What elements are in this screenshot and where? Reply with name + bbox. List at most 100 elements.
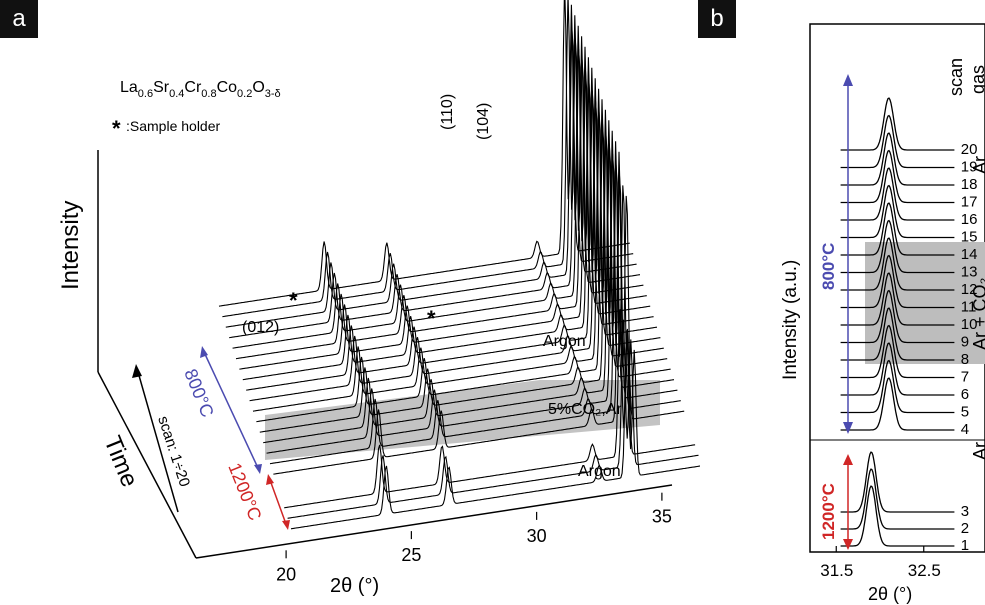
x-tick-label: 30 [527, 526, 547, 546]
co2-band [265, 380, 660, 460]
scan-number: 3 [961, 503, 969, 520]
diffraction-trace [256, 99, 668, 423]
panel-b-label: b [710, 5, 724, 32]
zoom-trace [840, 272, 955, 326]
x-tick-label: 25 [401, 545, 421, 565]
arrow-1200c-head-top [266, 474, 274, 485]
zoom-trace [840, 359, 955, 414]
zoom-trace [840, 149, 955, 204]
zoom-two-theta-label: 2θ (°) [868, 584, 912, 604]
compound-formula: La0.6Sr0.4Cr0.8Co0.2O3-δ [120, 79, 281, 100]
zoom-arrow-1200c-bottom [843, 539, 853, 550]
zoom-arrow-1200c-top [843, 454, 853, 465]
diffraction-trace [249, 78, 661, 402]
zoom-temp-800: 800°C [819, 243, 838, 290]
diffraction-trace [269, 141, 681, 465]
peak-label-110: (110) [439, 94, 456, 130]
xrd-waterfall-chart: 20 25 30 35 La0.6Sr0.4Cr0.8Co0.2O3-δ * :Sam… [57, 0, 700, 597]
scan-number: 1 [961, 537, 969, 554]
scan-number: 7 [961, 369, 969, 386]
scan-number: 9 [961, 334, 969, 351]
zoom-trace [840, 289, 955, 344]
zoom-trace [840, 307, 955, 361]
peak-label-104: (104) [475, 103, 492, 140]
diffraction-trace [263, 120, 675, 444]
panel-b-badge: b [698, 0, 736, 38]
peak-label-012: (012) [242, 319, 279, 336]
zoom-trace [840, 114, 955, 169]
scan-number: 14 [961, 246, 978, 263]
zoom-trace [840, 324, 955, 379]
scan-number: 6 [961, 386, 969, 403]
co2-band-label: 5%CO₂,Ar [548, 401, 622, 418]
argon-bottom-label: Argon [578, 463, 621, 480]
panel-a-label: a [12, 5, 26, 32]
x-tick-group: 20 25 30 35 [276, 492, 672, 584]
plot-frame [809, 23, 985, 553]
time-axis [97, 371, 197, 559]
diffraction-trace [225, 4, 637, 328]
zoom-trace [840, 184, 955, 239]
scan-number: 4 [961, 421, 969, 438]
zoom-x-tick-label: 31.5 [820, 561, 853, 580]
temp-800-label: 800°C [180, 366, 217, 420]
x-tick-label: 20 [276, 564, 296, 584]
scan-number: 13 [961, 264, 978, 281]
zoom-temp-1200: 1200°C [819, 483, 838, 540]
diffraction-trace [235, 36, 647, 360]
zoom-x-tick-label: 32.5 [908, 561, 941, 580]
peak-label-holder-2: * [427, 306, 436, 331]
zoom-trace [840, 167, 955, 221]
diffraction-trace [252, 88, 664, 412]
time-arrow [137, 371, 179, 513]
diffraction-trace [273, 151, 685, 475]
zoom-trace [840, 219, 955, 274]
diffraction-trace [232, 25, 644, 349]
arrow-800c [203, 351, 259, 469]
arrow-1200c-head-bottom [282, 520, 290, 530]
two-theta-label: 2θ (°) [330, 575, 379, 597]
legend-sample-holder: :Sample holder [126, 118, 221, 134]
zoom-trace [840, 451, 955, 513]
scan-number: 19 [961, 159, 978, 176]
intensity-label: Intensity [57, 201, 84, 290]
zoom-trace [840, 132, 955, 186]
diffraction-trace [287, 319, 699, 519]
zoom-trace [840, 485, 955, 547]
time-label: Time [98, 432, 143, 491]
zoom-intensity-label: Intensity (a.u.) [780, 260, 801, 380]
x-tick-label: 35 [652, 507, 672, 527]
zoom-arrow-800c-top [843, 74, 853, 86]
scan-column-header: scan [946, 58, 966, 96]
zoom-trace [840, 237, 955, 291]
scan-number: 10 [961, 316, 978, 333]
peak-label-holder-1: * [289, 288, 298, 313]
arrow-1200c [269, 479, 287, 525]
diffraction-trace [239, 46, 651, 370]
gas-label-ar-top: Ar [970, 156, 985, 174]
diffraction-trace [246, 67, 658, 391]
scan-number: 18 [961, 176, 978, 193]
diffraction-trace [290, 330, 700, 530]
two-theta-axis [195, 484, 673, 559]
diffraction-trace [284, 309, 696, 509]
scan-number: 5 [961, 404, 969, 421]
zoom-trace [840, 342, 955, 396]
diffraction-trace [218, 0, 630, 307]
scan-number: 20 [961, 141, 978, 158]
diffraction-traces [218, 0, 700, 530]
arrow-800c-head-top [200, 346, 208, 358]
scan-number: 8 [961, 351, 969, 368]
time-arrowhead [132, 364, 142, 378]
scan-number: 11 [961, 299, 977, 316]
legend-star: * [112, 116, 121, 141]
scan-number: 17 [961, 194, 978, 211]
zoom-trace [840, 254, 955, 309]
diffraction-trace [266, 130, 678, 454]
scan-number: 15 [961, 229, 978, 246]
diffraction-trace [229, 15, 641, 339]
diffraction-trace [222, 0, 634, 318]
scan-number: 2 [961, 520, 969, 537]
zoom-traces [840, 97, 955, 547]
